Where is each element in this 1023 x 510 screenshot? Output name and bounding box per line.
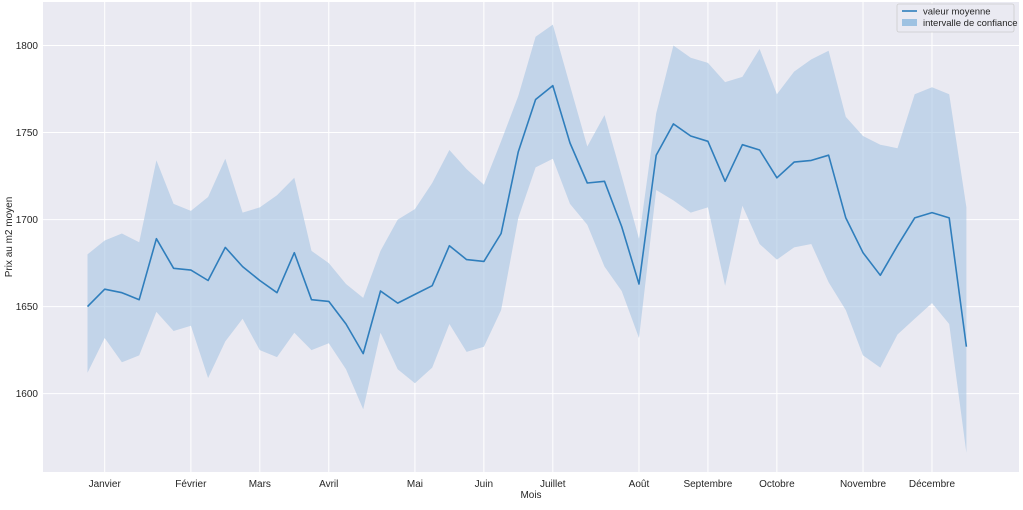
x-tick-label: Avril (319, 479, 338, 490)
y-tick-label: 1800 (16, 41, 39, 52)
legend-box (896, 3, 1015, 33)
y-tick-label: 1700 (16, 215, 39, 226)
y-tick-label: 1750 (16, 128, 39, 139)
legend-label-band: intervalle de confiance (923, 18, 1018, 29)
confidence-band-layer (87, 24, 967, 453)
x-tick-label: Janvier (89, 479, 122, 490)
mean-line (86, 84, 968, 355)
x-axis-label: Mois (520, 490, 541, 501)
y-tick-labels: 1600 1650 1700 1750 1800 (16, 41, 39, 400)
x-tick-label: Décembre (909, 479, 956, 490)
x-tick-label: Septembre (683, 479, 732, 490)
y-tick-label: 1600 (16, 389, 39, 400)
x-tick-label: Mai (407, 479, 423, 490)
x-tick-label: Février (175, 479, 207, 490)
y-axis-label: Prix au m2 moyen (4, 197, 15, 278)
mean-line-layer (86, 84, 968, 355)
legend-label-mean: valeur moyenne (923, 7, 991, 18)
x-tick-label: Novembre (840, 479, 887, 490)
x-tick-label: Mars (249, 479, 271, 490)
x-tick-label: Août (629, 479, 650, 490)
legend-band-swatch (902, 19, 917, 26)
x-tick-label: Octobre (759, 479, 795, 490)
legend: valeur moyenne intervalle de confiance (896, 3, 1018, 33)
x-tick-labels: Janvier Février Mars Avril Mai Juin Juillet Aoû… (89, 479, 956, 490)
x-tick-label: Juin (475, 479, 493, 490)
confidence-band (87, 24, 967, 453)
y-tick-label: 1650 (16, 302, 39, 313)
x-tick-label: Juillet (540, 479, 566, 490)
